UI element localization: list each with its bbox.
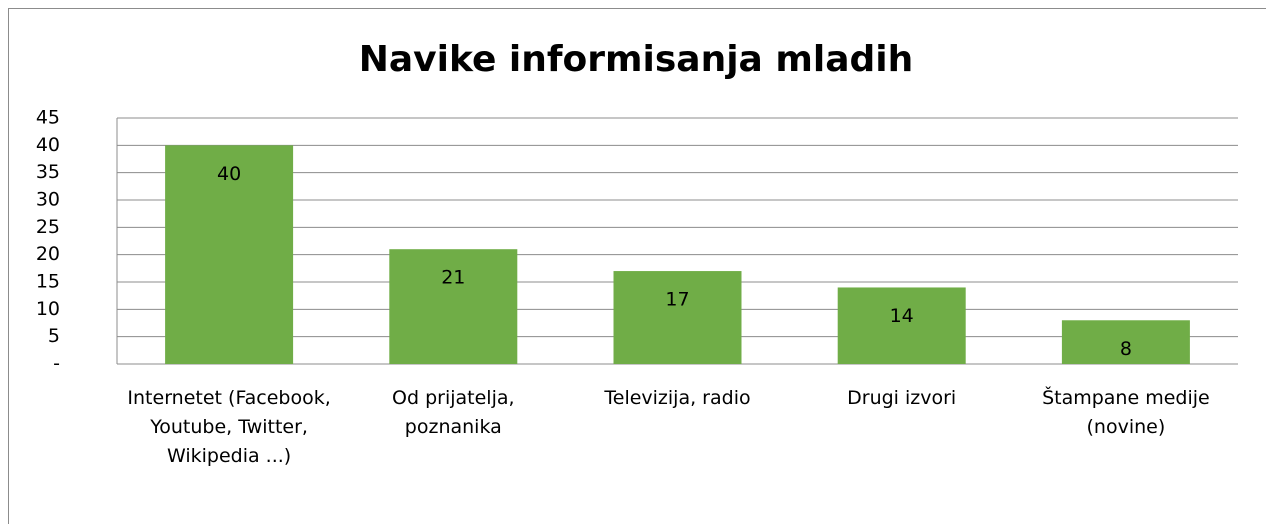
x-tick-label: Od prijatelja, poznanika bbox=[392, 387, 515, 438]
x-tick-label: Internetet (Facebook, Youtube, Twitter, … bbox=[127, 387, 331, 467]
data-label: 8 bbox=[1120, 338, 1132, 360]
y-tick-label: 15 bbox=[36, 271, 60, 293]
x-tick-label: Štampane medije (novine) bbox=[1042, 387, 1210, 438]
y-tick-label: - bbox=[53, 353, 60, 375]
data-label: 17 bbox=[665, 289, 689, 311]
y-tick-label: 30 bbox=[36, 189, 60, 211]
chart-title: Navike informisanja mladih bbox=[359, 39, 914, 80]
y-tick-label: 10 bbox=[36, 298, 60, 320]
y-tick-label: 5 bbox=[48, 325, 60, 347]
x-tick-label: Televizija, radio bbox=[604, 387, 751, 409]
x-tick-label: Drugi izvori bbox=[847, 387, 957, 409]
bar bbox=[389, 249, 518, 364]
bar bbox=[1061, 320, 1190, 364]
chart-border bbox=[8, 8, 1266, 524]
data-label: 21 bbox=[441, 267, 465, 289]
data-label: 40 bbox=[217, 163, 241, 185]
bar bbox=[613, 271, 742, 364]
data-label: 14 bbox=[890, 305, 914, 327]
bar bbox=[165, 145, 294, 364]
y-tick-label: 25 bbox=[36, 216, 60, 238]
y-tick-label: 35 bbox=[36, 161, 60, 183]
y-tick-label: 45 bbox=[36, 107, 60, 129]
y-tick-label: 40 bbox=[36, 134, 60, 156]
bar bbox=[837, 287, 966, 364]
y-tick-label: 20 bbox=[36, 243, 60, 265]
